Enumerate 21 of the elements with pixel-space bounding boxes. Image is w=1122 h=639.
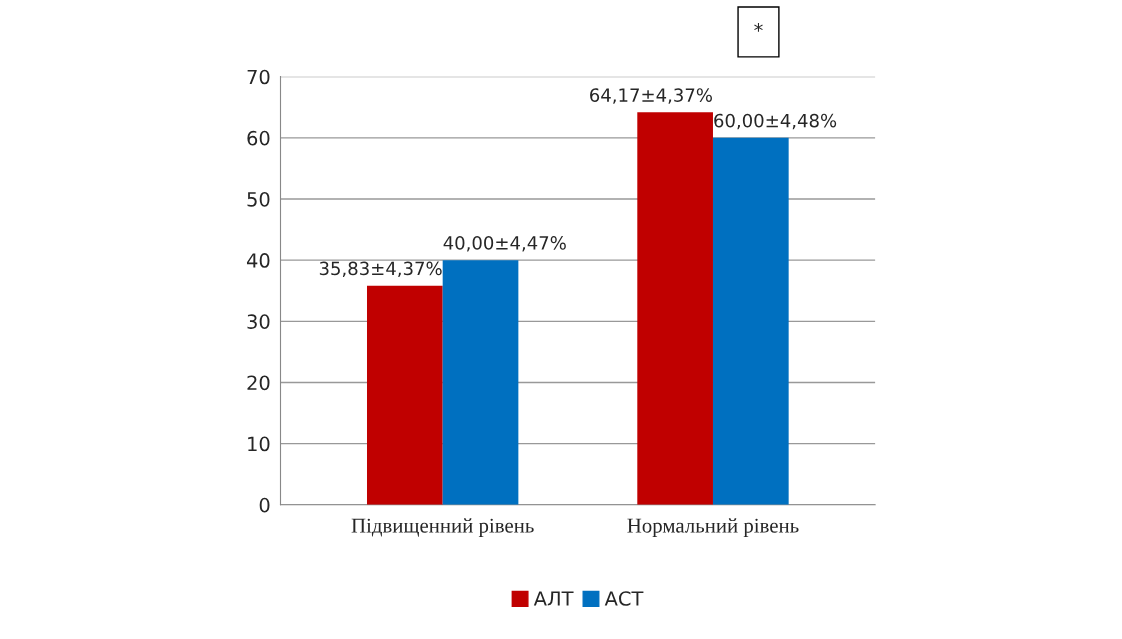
y-tick-label: 50 xyxy=(247,191,270,207)
text: * xyxy=(754,22,763,32)
y-tick-label: 40 xyxy=(246,253,270,268)
y-tick-label: 0 xyxy=(259,497,270,513)
y-tick-label: 70 xyxy=(247,69,270,85)
x-tick-label: Підвищенний рівень xyxy=(351,518,534,537)
bar xyxy=(637,112,713,505)
x-tick-label: Нормальний рівень xyxy=(627,518,799,537)
legend-label: АЛТ xyxy=(533,591,574,606)
bar xyxy=(367,285,443,505)
data-label: 35,83±4,37% xyxy=(319,261,442,278)
y-tick-label: 10 xyxy=(248,436,270,452)
data-label: 60,00±4,48% xyxy=(714,113,837,130)
data-label: 40,00±4,47% xyxy=(443,236,566,252)
bar xyxy=(712,137,789,505)
y-tick-label: 60 xyxy=(247,130,270,146)
y-tick-label: 30 xyxy=(247,314,270,329)
data-label: 64,17±4,37% xyxy=(590,88,712,104)
y-tick-label: 20 xyxy=(247,375,270,391)
bar xyxy=(442,260,519,505)
legend-label: АСТ xyxy=(604,591,644,606)
